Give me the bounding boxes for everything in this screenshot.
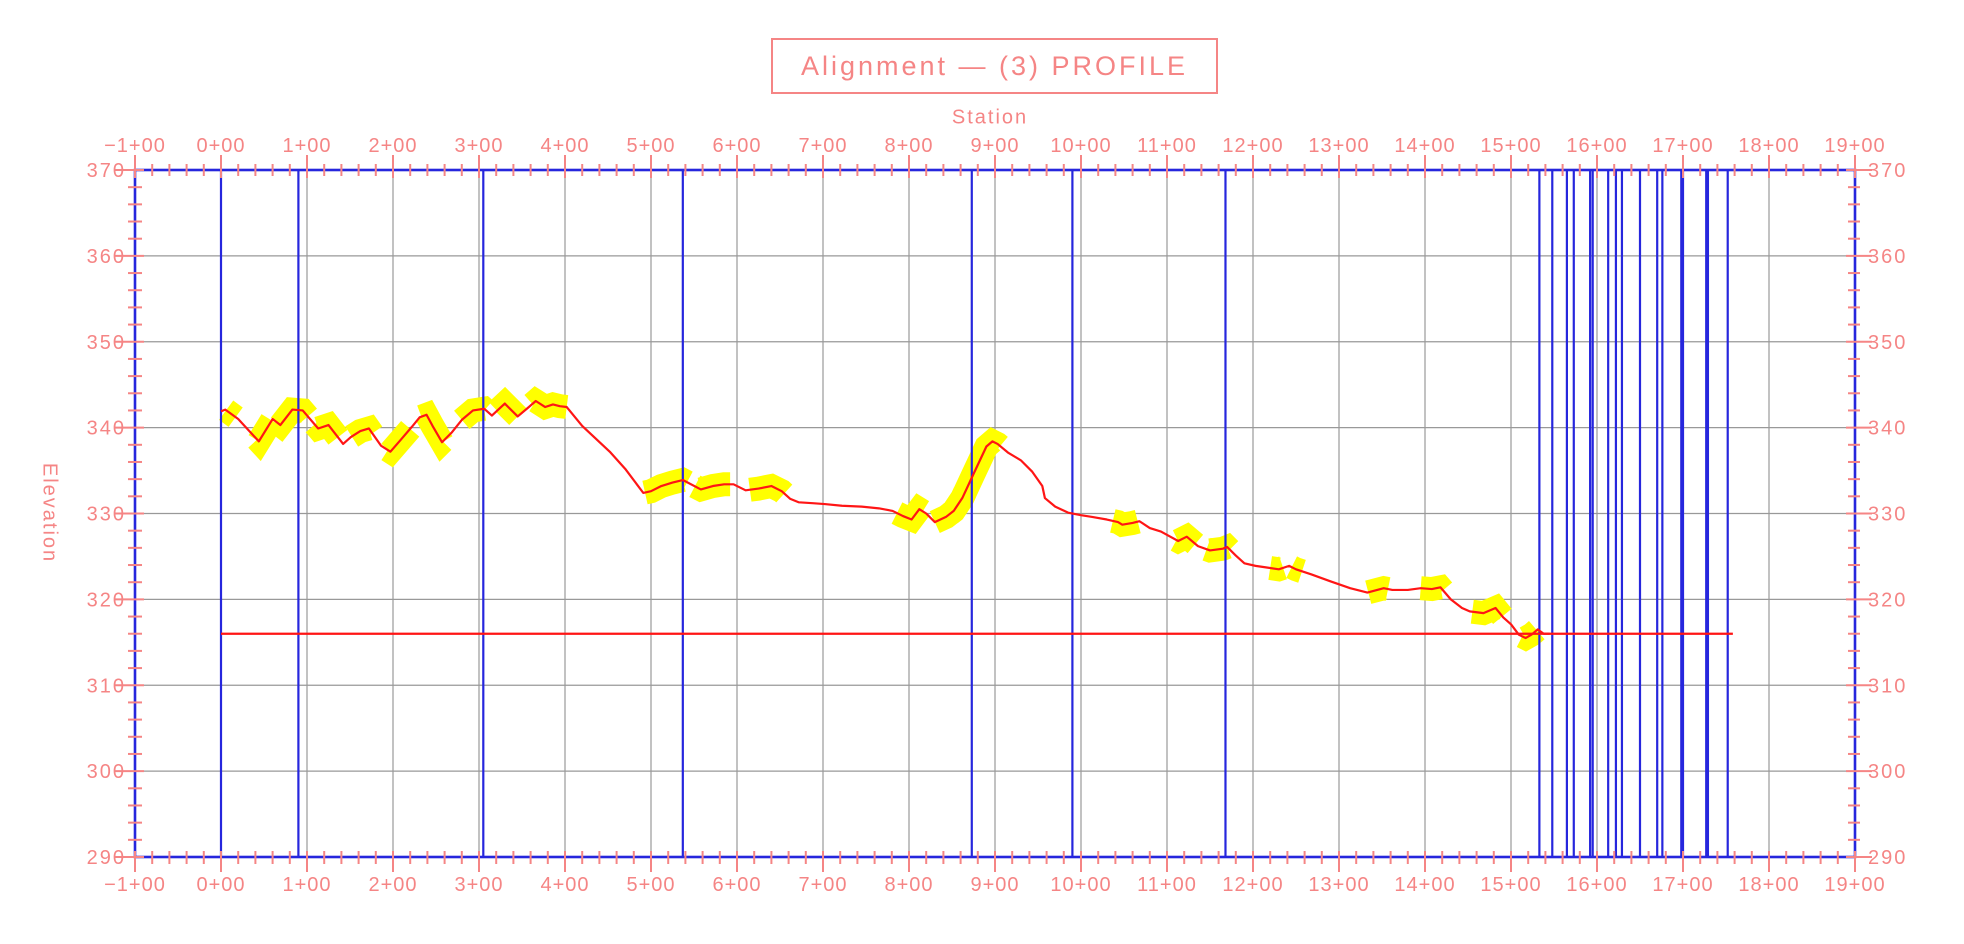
existing-ground-profile (220, 399, 1550, 640)
elevation-label-right: 340 (1868, 418, 1907, 440)
station-label-bottom: 6+00 (712, 874, 761, 896)
elevation-label-left: 300 (87, 761, 126, 783)
elevation-label-left: 310 (87, 675, 126, 697)
station-label-top: 0+00 (196, 135, 245, 157)
station-label-top: 9+00 (970, 135, 1019, 157)
station-label-top: 11+00 (1137, 135, 1197, 157)
station-label-top: 18+00 (1738, 135, 1799, 157)
elevation-label-right: 300 (1868, 761, 1907, 783)
station-label-top: 8+00 (884, 135, 933, 157)
station-label-bottom: 10+00 (1050, 874, 1111, 896)
station-label-bottom: 7+00 (798, 874, 847, 896)
station-label-top: 7+00 (798, 135, 847, 157)
station-label-top: 6+00 (712, 135, 761, 157)
station-label-bottom: 14+00 (1394, 874, 1455, 896)
station-label-top: 3+00 (454, 135, 503, 157)
elevation-label-left: 290 (87, 847, 126, 869)
station-label-bottom: 15+00 (1480, 874, 1541, 896)
station-label-bottom: 19+00 (1824, 874, 1885, 896)
station-label-bottom: 3+00 (454, 874, 503, 896)
station-label-top: 14+00 (1394, 135, 1455, 157)
station-label-bottom: 1+00 (282, 874, 331, 896)
station-label-top: −1+00 (104, 135, 166, 157)
y-axis-caption: Elevation (38, 462, 61, 564)
elevation-label-right: 310 (1868, 675, 1907, 697)
station-label-top: 1+00 (282, 135, 331, 157)
elevation-label-right: 320 (1868, 589, 1907, 611)
profile-highlight-segment (942, 427, 1008, 524)
elevation-label-left: 350 (87, 332, 126, 354)
elevation-label-left: 360 (87, 246, 126, 268)
station-label-bottom: 4+00 (540, 874, 589, 896)
station-label-top: 17+00 (1652, 135, 1713, 157)
elevation-label-right: 370 (1868, 160, 1907, 182)
station-label-top: 2+00 (368, 135, 417, 157)
profile-title: Alignment — (3) PROFILE (800, 50, 1189, 81)
station-label-top: 4+00 (540, 135, 589, 157)
elevation-label-right: 360 (1868, 246, 1907, 268)
station-label-top: 10+00 (1050, 135, 1111, 157)
station-label-top: 19+00 (1824, 135, 1885, 157)
station-label-bottom: 5+00 (626, 874, 675, 896)
station-label-bottom: 17+00 (1652, 874, 1713, 896)
station-label-bottom: 0+00 (196, 874, 245, 896)
station-label-bottom: 9+00 (970, 874, 1019, 896)
x-axis-caption: Station (951, 106, 1029, 129)
elevation-label-right: 330 (1868, 504, 1907, 526)
elevation-label-right: 350 (1868, 332, 1907, 354)
station-label-top: 15+00 (1480, 135, 1541, 157)
station-label-bottom: 16+00 (1566, 874, 1627, 896)
elevation-label-left: 370 (87, 160, 126, 182)
station-label-top: 12+00 (1222, 135, 1283, 157)
station-label-top: 16+00 (1566, 135, 1627, 157)
station-label-top: 13+00 (1308, 135, 1369, 157)
station-label-bottom: 11+00 (1137, 874, 1197, 896)
station-label-bottom: 8+00 (884, 874, 933, 896)
elevation-label-left: 330 (87, 504, 126, 526)
station-label-bottom: −1+00 (104, 874, 166, 896)
profile-title-box: Alignment — (3) PROFILE (771, 38, 1218, 94)
station-label-bottom: 12+00 (1222, 874, 1283, 896)
station-label-top: 5+00 (626, 135, 675, 157)
station-label-bottom: 13+00 (1308, 874, 1369, 896)
elevation-label-left: 320 (87, 589, 126, 611)
elevation-label-left: 340 (87, 418, 126, 440)
station-label-bottom: 2+00 (368, 874, 417, 896)
elevation-label-right: 290 (1868, 847, 1907, 869)
station-label-bottom: 18+00 (1738, 874, 1799, 896)
